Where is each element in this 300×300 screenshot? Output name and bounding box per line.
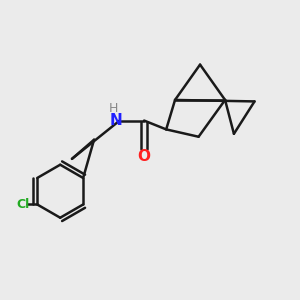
Text: Cl: Cl bbox=[16, 198, 29, 211]
Text: N: N bbox=[110, 113, 122, 128]
Text: H: H bbox=[109, 102, 118, 115]
Text: O: O bbox=[138, 149, 151, 164]
